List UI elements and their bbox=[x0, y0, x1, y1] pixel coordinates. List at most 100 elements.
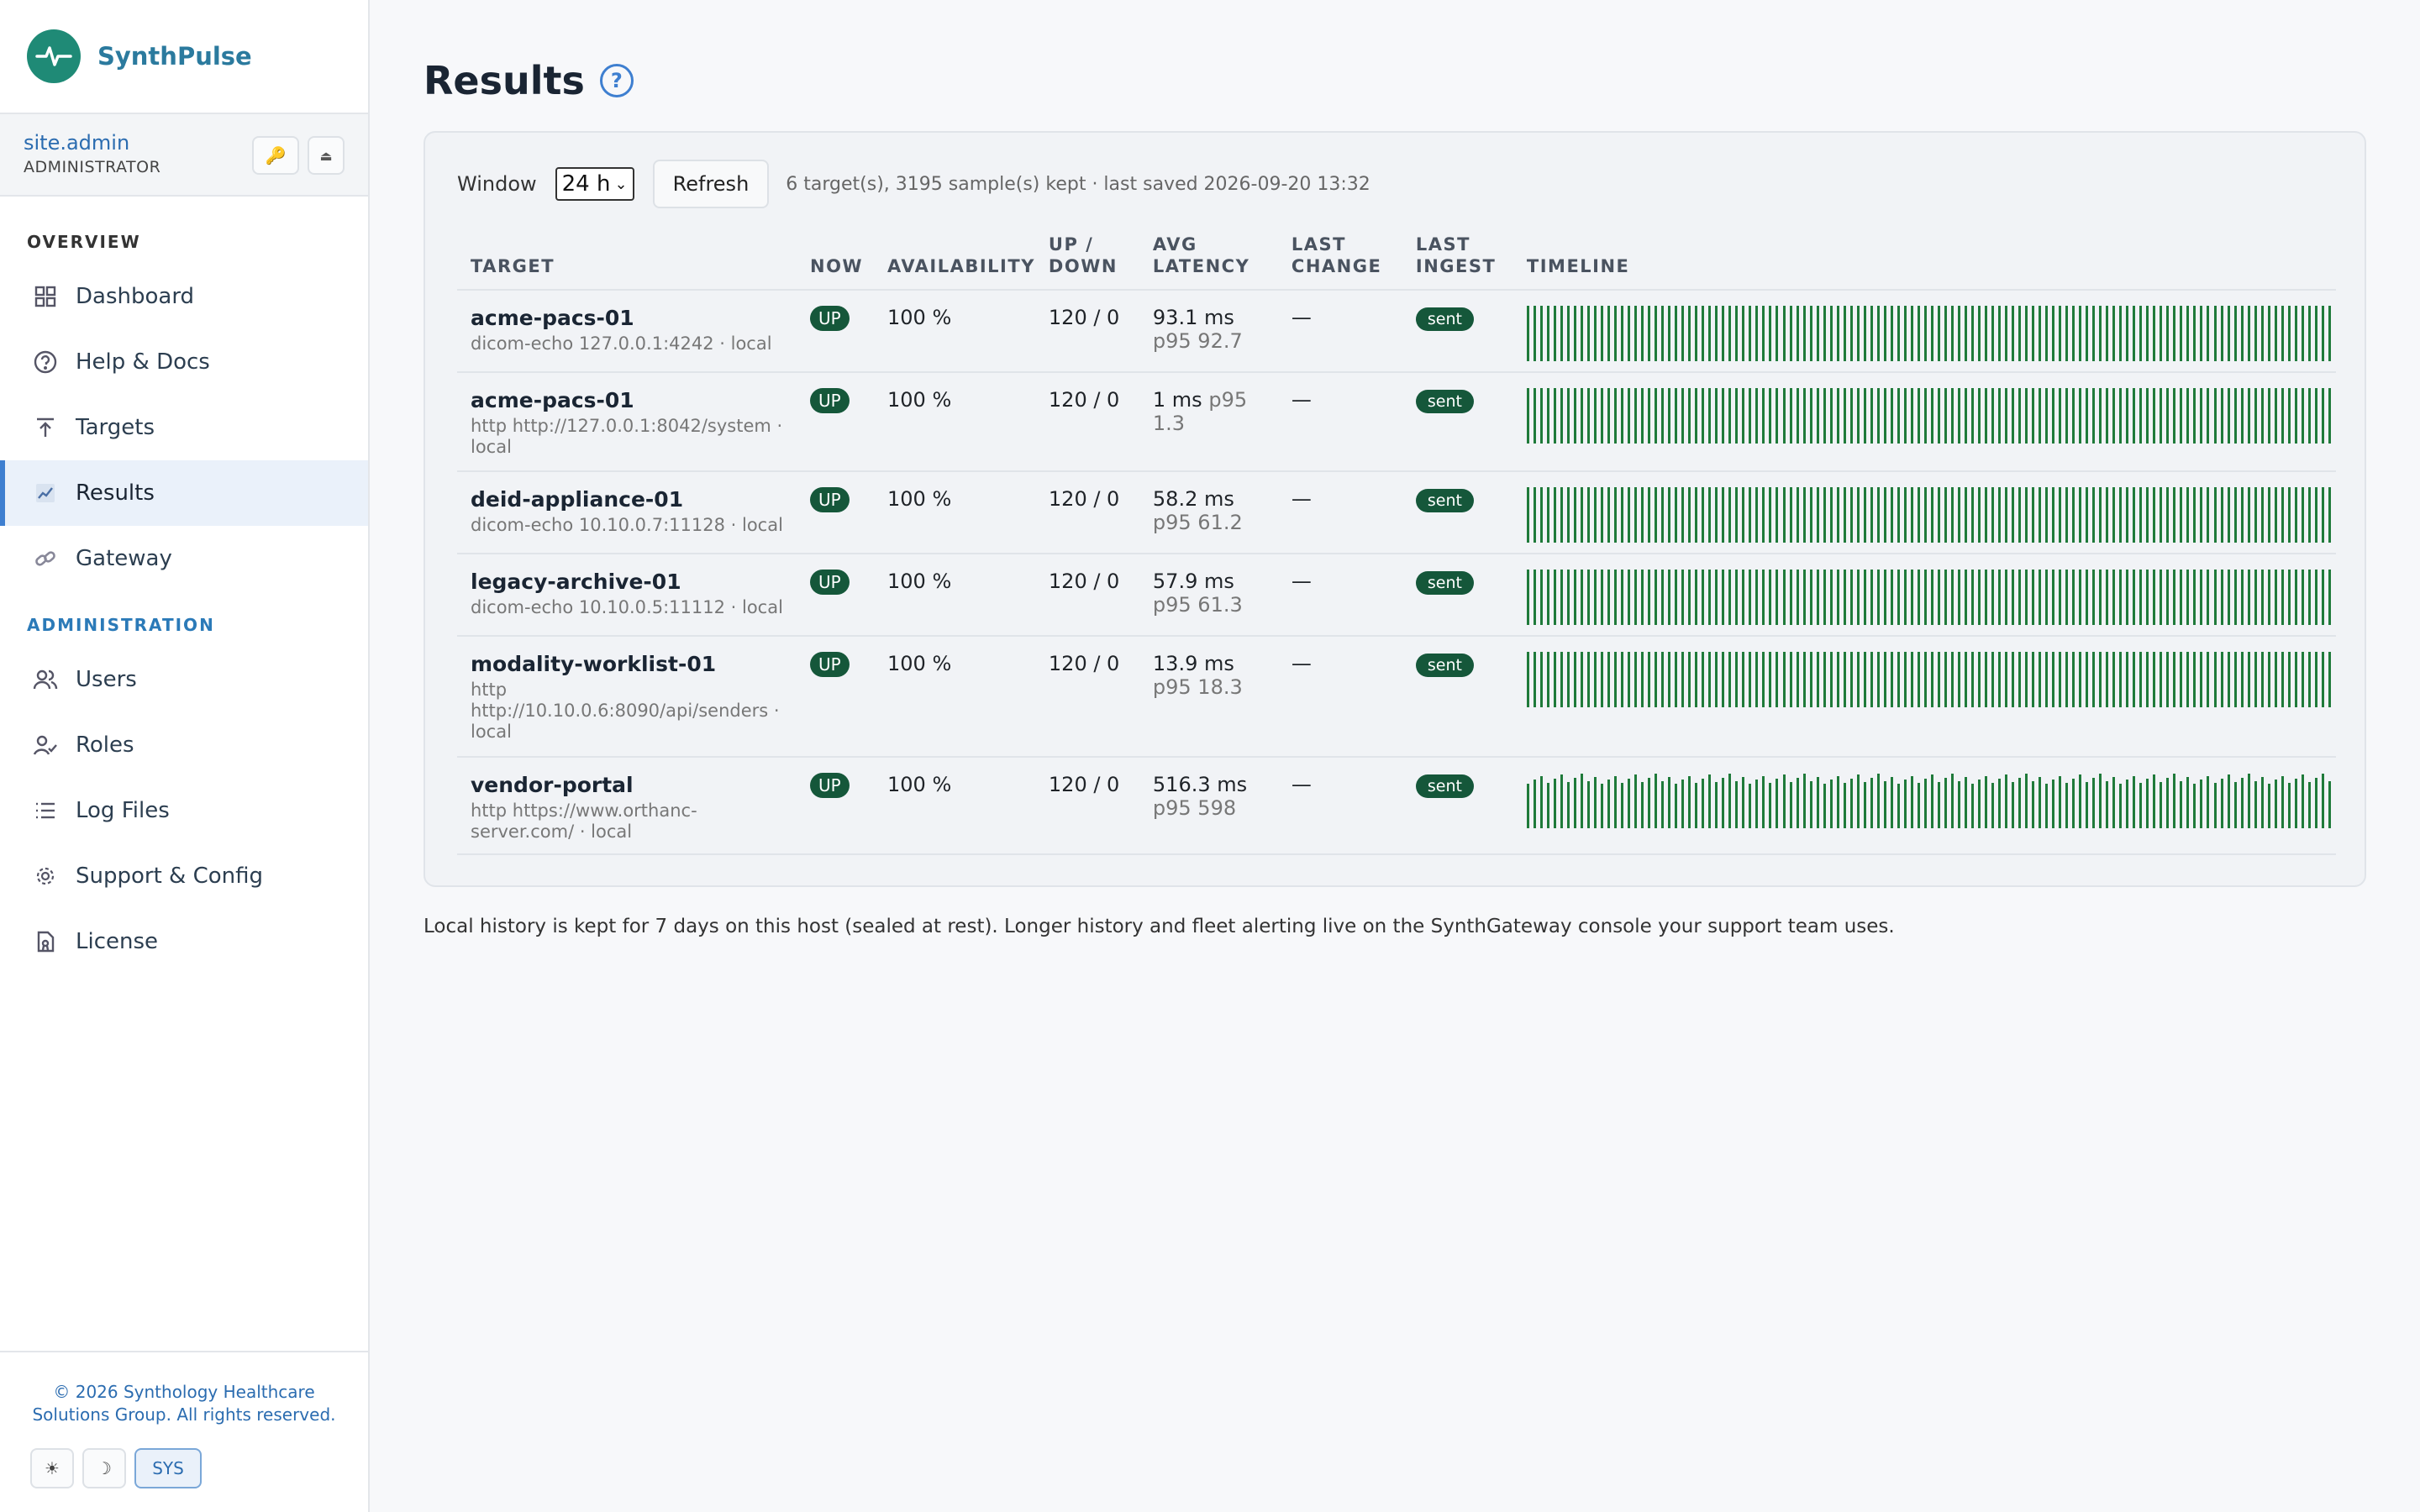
col-header-now[interactable]: NOW bbox=[810, 256, 864, 276]
table-row[interactable]: acme-pacs-01 http http://127.0.0.1:8042/s… bbox=[457, 371, 2336, 471]
timeline-bar bbox=[1856, 306, 1860, 361]
target-name[interactable]: acme-pacs-01 bbox=[471, 388, 634, 412]
timeline-bar bbox=[2220, 570, 2223, 625]
timeline-bar bbox=[1526, 784, 1529, 828]
col-header-updown[interactable]: UP / DOWN bbox=[1048, 234, 1118, 276]
sidebar-item-label: Dashboard bbox=[76, 284, 195, 309]
col-header-last-ingest[interactable]: LAST INGEST bbox=[1415, 234, 1497, 276]
target-name[interactable]: vendor-portal bbox=[471, 773, 634, 797]
timeline-bar bbox=[1628, 388, 1631, 444]
table-row[interactable]: vendor-portal http https://www.orthanc-se… bbox=[457, 756, 2336, 855]
timeline-bar bbox=[1823, 784, 1826, 828]
timeline-bar bbox=[2267, 652, 2270, 707]
timeline-bar bbox=[1546, 306, 1549, 361]
timeline-bar bbox=[2267, 784, 2270, 828]
target-name[interactable]: modality-worklist-01 bbox=[471, 652, 717, 676]
timeline-bar bbox=[1755, 388, 1759, 444]
timeline-bar bbox=[1950, 487, 1954, 543]
timeline-bar bbox=[1607, 780, 1611, 828]
timeline-bar bbox=[2281, 570, 2284, 625]
system-theme-button[interactable]: SYS bbox=[134, 1448, 202, 1488]
timeline-bar bbox=[1769, 306, 1772, 361]
col-header-last-change[interactable]: LAST CHANGE bbox=[1291, 234, 1382, 276]
timeline-bar bbox=[1883, 306, 1886, 361]
timeline-bar bbox=[1796, 306, 1799, 361]
timeline-bar bbox=[2005, 774, 2008, 828]
last-change-value: — bbox=[1277, 756, 1402, 855]
timeline-bar bbox=[1621, 388, 1624, 444]
col-header-latency[interactable]: AVG LATENCY bbox=[1152, 234, 1250, 276]
refresh-button[interactable]: Refresh bbox=[652, 160, 770, 208]
sidebar-item-users[interactable]: Users bbox=[0, 647, 368, 712]
timeline-bar bbox=[1776, 487, 1779, 543]
timeline-bar bbox=[1856, 388, 1860, 444]
timeline-bar bbox=[1856, 774, 1860, 828]
sidebar-item-help[interactable]: Help & Docs bbox=[0, 329, 368, 395]
timeline-bar bbox=[1776, 779, 1779, 828]
timeline-bar bbox=[2240, 652, 2244, 707]
col-header-availability[interactable]: AVAILABILITY bbox=[887, 256, 1035, 276]
dark-theme-button[interactable]: ☽ bbox=[82, 1448, 126, 1488]
window-select[interactable]: 24 h ⌄ bbox=[555, 167, 634, 201]
target-name[interactable]: deid-appliance-01 bbox=[471, 487, 684, 512]
timeline-bar bbox=[1675, 306, 1678, 361]
logout-button[interactable]: ⏏ bbox=[308, 136, 345, 175]
sidebar-item-roles[interactable]: Roles bbox=[0, 712, 368, 778]
light-theme-button[interactable]: ☀ bbox=[30, 1448, 74, 1488]
timeline-bar bbox=[2012, 487, 2015, 543]
sidebar-item-license[interactable]: License bbox=[0, 909, 368, 974]
timeline-bar bbox=[2307, 306, 2311, 361]
timeline-bar bbox=[1802, 652, 1806, 707]
table-row[interactable]: legacy-archive-01 dicom-echo 10.10.0.5:11… bbox=[457, 553, 2336, 636]
timeline-bar bbox=[1661, 306, 1665, 361]
timeline-bar bbox=[1870, 652, 1873, 707]
timeline-bar bbox=[2186, 652, 2190, 707]
timeline-bar bbox=[1782, 487, 1786, 543]
timeline-bar bbox=[1702, 779, 1705, 828]
table-row[interactable]: acme-pacs-01 dicom-echo 127.0.0.1:4242 · … bbox=[457, 289, 2336, 372]
timeline-bar bbox=[2146, 652, 2149, 707]
timeline-bar bbox=[1849, 779, 1853, 828]
timeline-bar bbox=[1587, 487, 1591, 543]
help-icon[interactable]: ? bbox=[599, 64, 634, 97]
table-row[interactable]: deid-appliance-01 dicom-echo 10.10.0.7:11… bbox=[457, 470, 2336, 554]
sidebar-item-log-files[interactable]: Log Files bbox=[0, 778, 368, 843]
table-row[interactable]: modality-worklist-01 http http://10.10.0.… bbox=[457, 635, 2336, 757]
user-name[interactable]: site.admin bbox=[24, 131, 130, 155]
target-name[interactable]: acme-pacs-01 bbox=[471, 306, 634, 330]
timeline-bar bbox=[2328, 306, 2331, 361]
col-header-target[interactable]: TARGET bbox=[471, 256, 555, 276]
timeline-bar bbox=[2153, 306, 2156, 361]
sidebar-item-results[interactable]: Results bbox=[0, 460, 368, 526]
sidebar-item-dashboard[interactable]: Dashboard bbox=[0, 264, 368, 329]
timeline-sparkline bbox=[1526, 570, 2332, 625]
timeline-bar bbox=[1695, 570, 1698, 625]
timeline-bar bbox=[1816, 570, 1819, 625]
timeline-bar bbox=[1762, 487, 1765, 543]
brand[interactable]: SynthPulse bbox=[0, 0, 368, 114]
timeline-bar bbox=[1970, 388, 1974, 444]
timeline-bar bbox=[2207, 570, 2210, 625]
copyright: © 2026 Synthology Healthcare Solutions G… bbox=[32, 1382, 336, 1425]
timeline-bar bbox=[1829, 652, 1833, 707]
timeline-bar bbox=[2025, 306, 2028, 361]
gear-icon bbox=[32, 863, 59, 890]
sidebar-item-targets[interactable]: Targets bbox=[0, 395, 368, 460]
timeline-bar bbox=[1984, 388, 1987, 444]
timeline-bar bbox=[1890, 777, 1893, 828]
target-name[interactable]: legacy-archive-01 bbox=[471, 570, 681, 594]
timeline-bar bbox=[1802, 306, 1806, 361]
sidebar-item-gateway[interactable]: Gateway bbox=[0, 526, 368, 591]
sidebar-item-support-config[interactable]: Support & Config bbox=[0, 843, 368, 909]
timeline-bar bbox=[2119, 306, 2123, 361]
change-password-button[interactable]: 🔑 bbox=[252, 136, 299, 175]
timeline-bar bbox=[1809, 487, 1812, 543]
timeline-bar bbox=[2106, 570, 2109, 625]
timeline-bar bbox=[1883, 570, 1886, 625]
timeline-bar bbox=[2207, 306, 2210, 361]
timeline-bar bbox=[1702, 487, 1705, 543]
timeline-bar bbox=[2240, 570, 2244, 625]
timeline-bar bbox=[2314, 570, 2317, 625]
timeline-bar bbox=[1688, 306, 1691, 361]
timeline-bar bbox=[2321, 774, 2324, 828]
